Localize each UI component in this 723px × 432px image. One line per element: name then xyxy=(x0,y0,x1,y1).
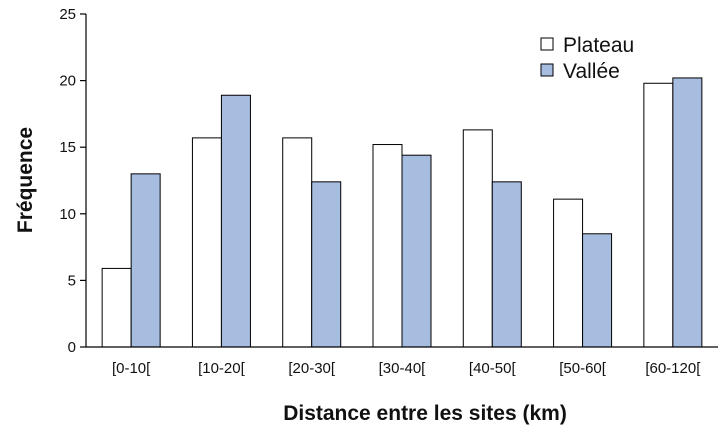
y-tick-label: 20 xyxy=(59,73,76,90)
bar-plateau xyxy=(191,137,222,348)
y-tick-label: 15 xyxy=(59,139,76,156)
y-tick-label: 10 xyxy=(59,206,76,223)
bar-vallee xyxy=(130,173,161,348)
bar-vallee xyxy=(311,181,342,348)
bar-plateau xyxy=(282,137,313,348)
legend-swatch-vallee xyxy=(540,63,554,77)
legend: Plateau Vallée xyxy=(540,34,634,83)
legend-swatch-plateau xyxy=(540,37,554,51)
bar-vallee xyxy=(220,94,251,348)
y-axis-title: Fréquence xyxy=(14,127,37,233)
legend-label-plateau: Plateau xyxy=(563,34,634,57)
bar-plateau xyxy=(643,82,674,348)
legend-label-vallee: Vallée xyxy=(563,60,620,83)
bars-group xyxy=(101,77,703,348)
bar-vallee xyxy=(672,77,703,348)
x-tick-label: [0-10[ xyxy=(112,360,151,377)
bar-vallee xyxy=(401,154,432,348)
x-tick-label: [10-20[ xyxy=(198,360,246,377)
x-tick-label: [20-30[ xyxy=(288,360,336,377)
x-tick-label: [50-60[ xyxy=(559,360,607,377)
x-tick-label: [30-40[ xyxy=(379,360,427,377)
y-tick-label: 5 xyxy=(68,272,76,289)
bar-plateau xyxy=(462,129,493,348)
bar-vallee xyxy=(491,181,522,348)
y-ticks-group: 0 5 10 15 20 25 xyxy=(59,6,86,356)
bar-plateau xyxy=(372,144,403,348)
bar-plateau xyxy=(101,267,132,348)
bar-plateau xyxy=(553,198,584,348)
y-tick-label: 0 xyxy=(68,339,76,356)
y-tick-label: 25 xyxy=(59,6,76,23)
x-ticks-group: [0-10[ [10-20[ [20-30[ [30-40[ [40-50[ [50-60… xyxy=(112,360,701,377)
x-axis-title: Distance entre les sites (km) xyxy=(283,402,567,425)
bar-vallee xyxy=(582,233,613,348)
x-tick-label: [40-50[ xyxy=(469,360,517,377)
x-tick-label: [60-120[ xyxy=(645,360,701,377)
